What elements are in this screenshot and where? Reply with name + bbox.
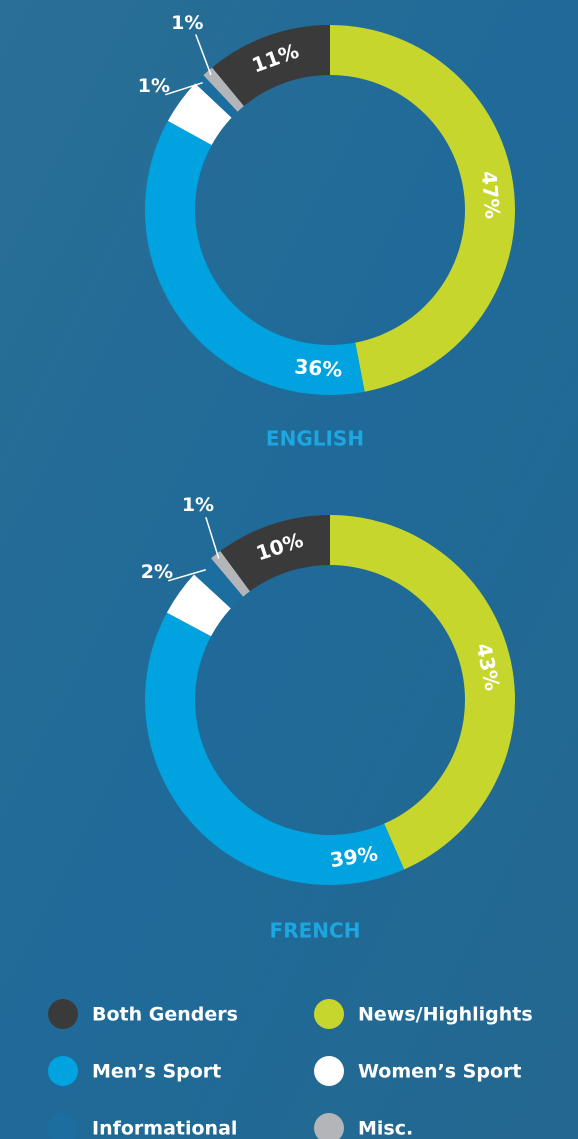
leader-line <box>195 34 212 76</box>
legend-label: Informational <box>92 1118 237 1139</box>
donut-segment <box>194 558 244 609</box>
legend-swatch <box>314 1056 344 1086</box>
donut-segment <box>330 25 515 392</box>
leader-line <box>167 569 206 582</box>
legend-swatch <box>314 1113 344 1139</box>
donut-segment <box>330 515 515 870</box>
chart-title: ENGLISH <box>266 427 364 451</box>
legend-label: News/Highlights <box>358 1004 533 1026</box>
legend-swatch <box>48 1113 78 1139</box>
legend-label: Women’s Sport <box>358 1061 521 1083</box>
legend-swatch <box>314 999 344 1029</box>
chart-title: FRENCH <box>270 919 361 943</box>
legend-label: Both Genders <box>92 1004 238 1026</box>
leader-line <box>165 82 203 96</box>
legend-label: Misc. <box>358 1118 413 1139</box>
leader-line <box>205 516 220 559</box>
donut-segment <box>195 75 238 118</box>
donut-segment <box>166 574 231 637</box>
data-label: 2% <box>141 561 173 583</box>
donut-segment <box>203 67 244 112</box>
data-label: 47% <box>477 170 505 220</box>
donut-segment <box>211 551 250 597</box>
donut-segment <box>145 120 365 395</box>
data-label: 36% <box>294 354 344 381</box>
legend-label: Men’s Sport <box>92 1061 221 1083</box>
donut-segment <box>220 515 330 592</box>
donut-segment <box>167 83 232 145</box>
donut-segment <box>145 612 405 885</box>
data-label: 1% <box>138 75 170 97</box>
legend-swatch <box>48 999 78 1029</box>
data-label: 1% <box>171 12 203 34</box>
data-label: 1% <box>182 494 214 516</box>
legend-swatch <box>48 1056 78 1086</box>
donut-segment <box>212 25 330 106</box>
